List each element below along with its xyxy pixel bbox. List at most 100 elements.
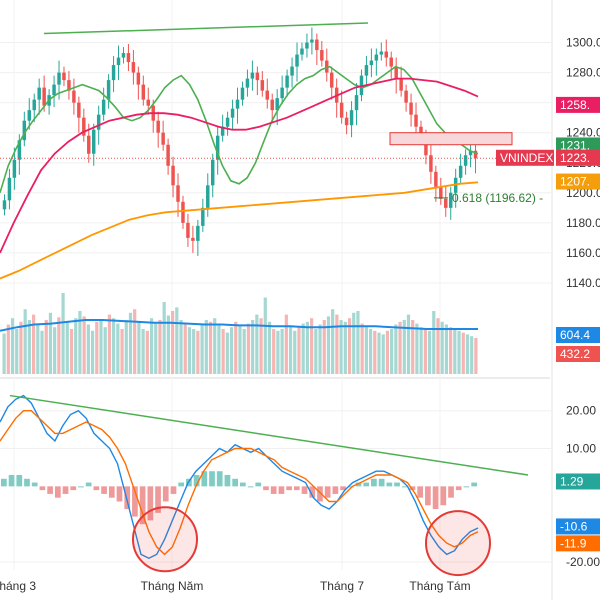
macd-histogram-bar <box>170 486 177 494</box>
candle-body <box>250 72 255 79</box>
macd-histogram-bar <box>209 471 215 487</box>
volume-bar <box>474 338 478 374</box>
price-tick-label: 1160.0 <box>566 246 600 260</box>
volume-bar <box>470 336 474 374</box>
macd-histogram-bar <box>332 486 339 494</box>
volume-bar <box>373 330 377 374</box>
badge-sma200: 1207. <box>560 175 590 189</box>
volume-bar <box>234 321 238 374</box>
volume-bar <box>347 318 352 374</box>
badge-volume: 432.2 <box>560 347 590 361</box>
volume-bar <box>10 318 15 374</box>
candle-body <box>325 60 329 73</box>
volume-bar <box>208 321 213 374</box>
volume-bar <box>40 330 44 374</box>
candle-body <box>67 80 71 91</box>
candle-body <box>275 98 279 111</box>
volume-bar <box>154 323 158 374</box>
candle-body <box>384 51 389 58</box>
macd-histogram-bar <box>62 486 69 494</box>
volume-bar <box>99 320 103 374</box>
candle-body <box>434 171 438 187</box>
candle-body <box>210 159 215 186</box>
macd-histogram-bar <box>378 478 385 487</box>
sma200-line <box>0 181 479 280</box>
candle-body <box>364 65 369 76</box>
volume-bar <box>128 312 133 374</box>
volume-bar <box>19 321 23 374</box>
candle-body <box>156 120 160 133</box>
macd-histogram-bar <box>240 482 246 487</box>
candle-body <box>215 135 220 160</box>
volume-bar <box>263 297 267 374</box>
volume-bar <box>293 330 297 374</box>
macd-histogram-bar <box>47 486 53 494</box>
volume-bar <box>141 329 145 374</box>
volume-bar <box>6 324 10 374</box>
candle-body <box>295 54 299 67</box>
candle-body <box>225 117 230 127</box>
candle-body <box>448 192 453 208</box>
macd-histogram-bar <box>317 486 323 502</box>
candle-body <box>186 222 190 238</box>
candle-body <box>57 72 61 85</box>
macd-histogram-bar <box>417 486 424 498</box>
volume-bar <box>36 324 40 374</box>
volume-bar <box>53 327 57 374</box>
macd-histogram-bar <box>8 475 15 487</box>
candle-body <box>42 87 46 106</box>
volume-bar <box>61 293 65 374</box>
macd-histogram-bar <box>286 486 292 491</box>
macd-histogram-bar <box>70 486 77 491</box>
macd-histogram-bar <box>124 486 131 510</box>
volume-bar <box>251 320 255 374</box>
volume-bar <box>331 309 335 374</box>
volume-bar <box>297 327 301 374</box>
candle-body <box>161 132 165 145</box>
macd-histogram-bar <box>371 478 377 487</box>
macd-histogram-bar <box>386 482 393 487</box>
price-tick-label: 1240.0 <box>566 126 600 140</box>
badge-price: 1223. <box>560 151 590 165</box>
macd-histogram-bar <box>155 486 161 513</box>
volume-bar <box>69 329 74 374</box>
volume-bar <box>411 320 415 374</box>
volume-bar <box>242 329 246 374</box>
volume-bar <box>314 329 318 374</box>
macd-low-circle-may <box>132 506 198 573</box>
volume-bar <box>112 318 116 374</box>
macd-histogram-bar <box>347 486 354 488</box>
candle-body <box>409 102 413 115</box>
volume-bar <box>461 332 465 374</box>
candle-body <box>201 207 205 226</box>
volume-bar <box>217 323 221 374</box>
candle-body <box>439 186 443 199</box>
candle-body <box>394 66 398 79</box>
volume-bar <box>360 323 364 374</box>
candle-body <box>369 60 374 66</box>
badge-sma20-bg <box>556 137 600 154</box>
volume-bar <box>170 311 175 374</box>
badge-signal-line-bg <box>556 535 600 552</box>
volume-bar <box>356 311 360 374</box>
volume-bar <box>158 320 162 374</box>
volume-bar <box>288 325 293 374</box>
candle-body <box>463 155 468 166</box>
volume-bar <box>436 318 440 374</box>
macd-histogram-bar <box>394 482 400 487</box>
candle-body <box>121 53 126 58</box>
volume-bar <box>57 317 61 374</box>
candle-body <box>344 117 349 126</box>
candle-body <box>181 201 185 223</box>
macd-histogram-bar <box>224 475 231 487</box>
volume-bar <box>124 320 128 374</box>
badge-sma50: 1258. <box>560 98 590 112</box>
volume-bar <box>246 323 251 374</box>
macd-histogram-bar <box>108 486 115 498</box>
candle-body <box>315 39 319 51</box>
candle-body <box>62 72 66 81</box>
volume-bar <box>23 309 27 374</box>
macd-tick-label: -20.00 <box>566 555 600 569</box>
macd-tick-label: 10.00 <box>566 442 596 456</box>
